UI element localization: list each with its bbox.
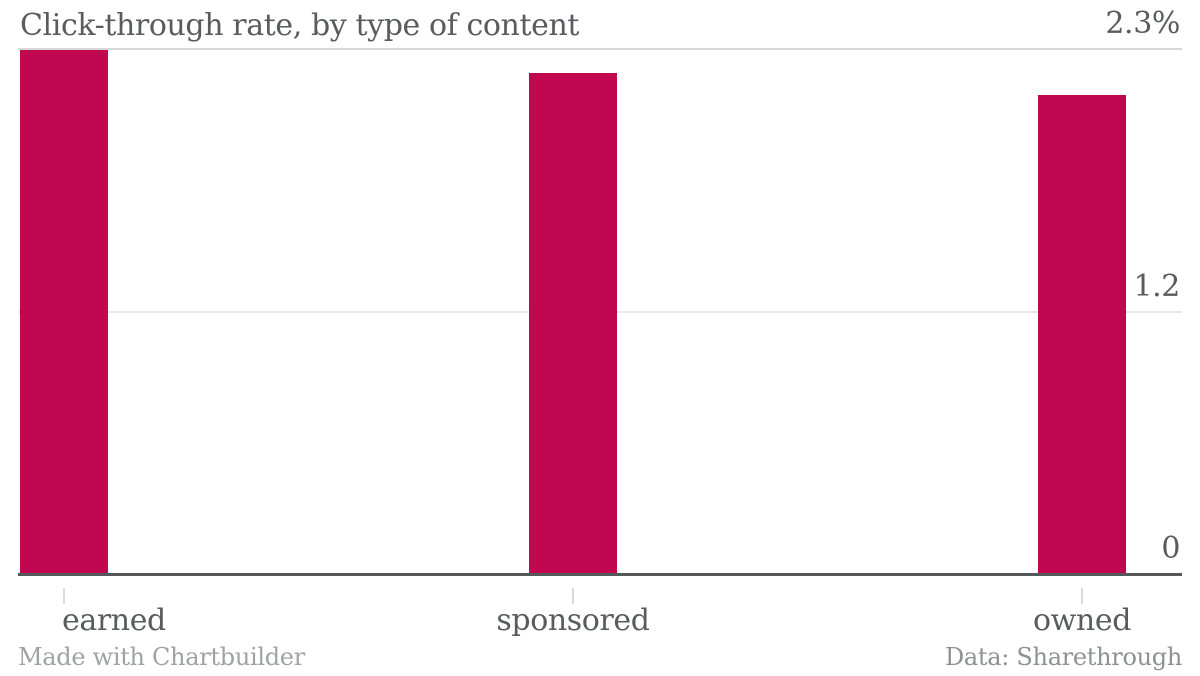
bar: [1038, 95, 1126, 573]
y-tick-label: 0: [1161, 531, 1180, 566]
bar: [529, 72, 617, 573]
y-tick-label: 2.3%: [1105, 6, 1180, 41]
chart-title: Click-through rate, by type of content: [20, 8, 580, 43]
x-axis-label: earned: [62, 603, 166, 638]
credit-note: Made with Chartbuilder: [18, 643, 305, 671]
x-tick: [63, 588, 65, 604]
x-tick: [572, 588, 574, 604]
x-axis-label: owned: [1032, 603, 1132, 638]
x-tick: [1081, 588, 1083, 604]
x-axis-line: [18, 573, 1182, 576]
bar: [20, 50, 108, 573]
y-tick-label: 1.2: [1133, 268, 1180, 304]
y-gridline: [18, 48, 1182, 50]
source-note: Data: Sharethrough: [944, 643, 1182, 671]
x-axis-label: sponsored: [496, 603, 650, 638]
